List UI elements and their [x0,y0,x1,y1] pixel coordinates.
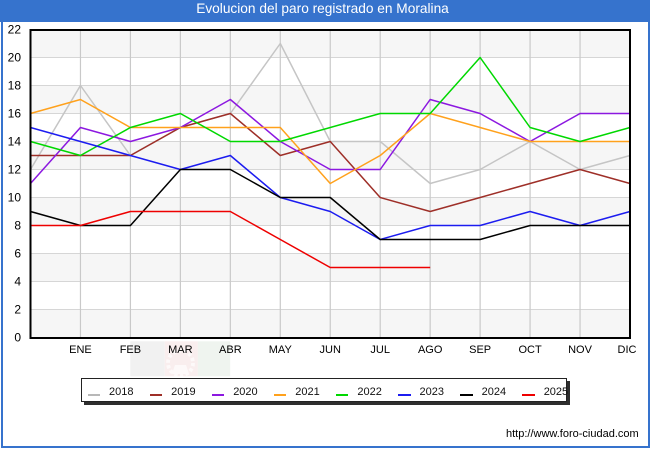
svg-text:MAY: MAY [269,344,293,356]
svg-text:16: 16 [8,107,22,121]
svg-text:0: 0 [14,331,21,345]
svg-text:22: 22 [8,23,22,37]
svg-text:MAR: MAR [168,344,193,356]
svg-text:4: 4 [14,275,21,289]
svg-text:18: 18 [8,79,22,93]
svg-text:20: 20 [8,51,22,65]
svg-text:6: 6 [14,247,21,261]
svg-text:NOV: NOV [568,344,593,356]
svg-text:JUL: JUL [370,344,390,356]
svg-text:8: 8 [14,219,21,233]
svg-text:SEP: SEP [469,344,491,356]
svg-text:2: 2 [14,303,21,317]
svg-text:FEB: FEB [120,344,141,356]
svg-text:12: 12 [8,163,22,177]
svg-text:DIC: DIC [618,344,637,356]
svg-text:ENE: ENE [69,344,92,356]
svg-text:10: 10 [8,191,22,205]
svg-text:ABR: ABR [219,344,242,356]
svg-text:AGO: AGO [418,344,443,356]
svg-text:14: 14 [8,135,22,149]
svg-text:OCT: OCT [518,344,542,356]
svg-text:JUN: JUN [320,344,341,356]
